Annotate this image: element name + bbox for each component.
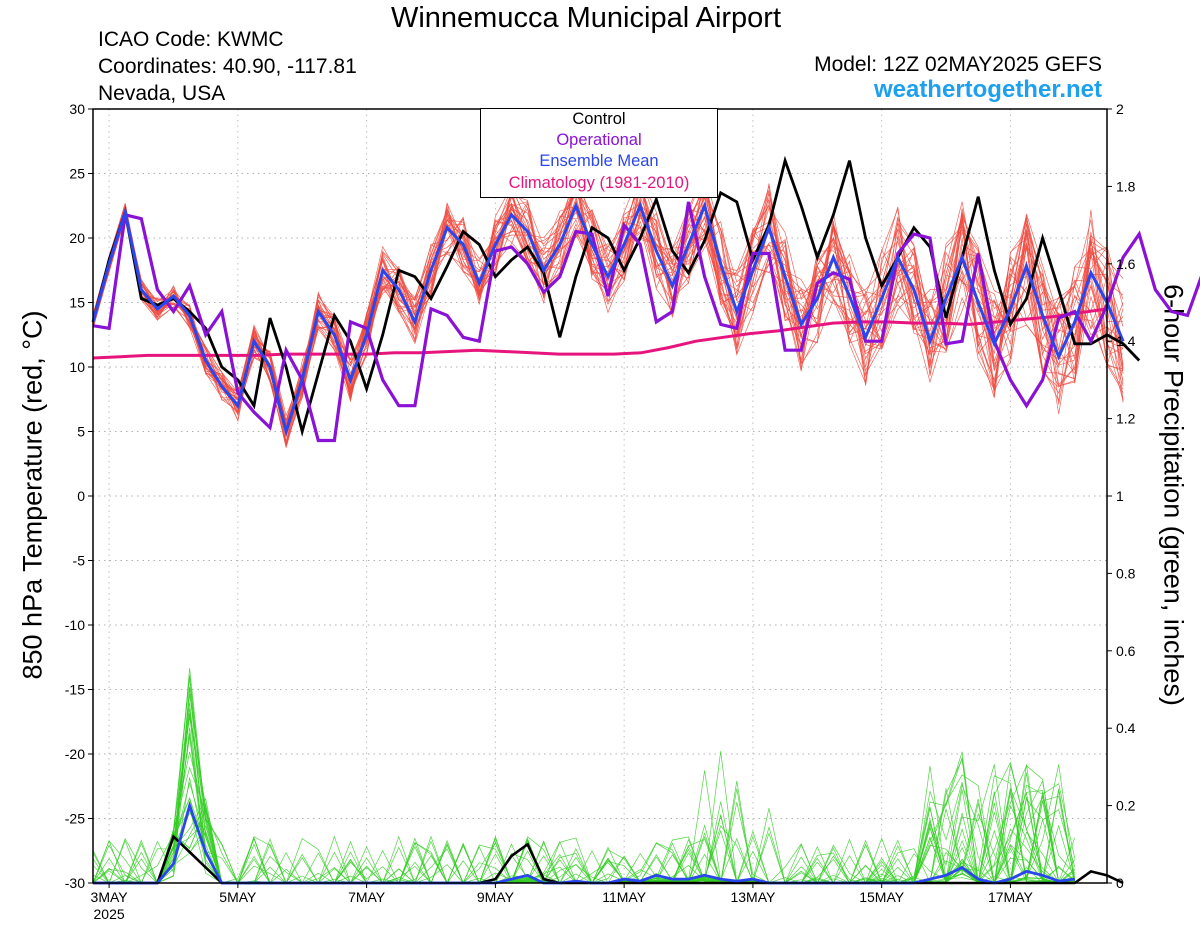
website-link[interactable]: weathertogether.net: [873, 76, 1102, 103]
legend-control: Control: [572, 110, 626, 128]
coordinates: Coordinates: 40.90, -117.81: [98, 55, 357, 78]
x-tick-label: 9MAY: [477, 889, 515, 905]
precipitation-member-line: [93, 716, 1075, 884]
y-tick-label-right: 0.4: [1116, 720, 1136, 736]
y-tick-label-left: -10: [65, 617, 85, 633]
model-run: Model: 12Z 02MAY2025 GEFS: [814, 53, 1102, 76]
y-tick-label-right: 1.2: [1116, 411, 1136, 427]
y-tick-label-left: 25: [69, 166, 85, 182]
precipitation-member-line: [92, 713, 1076, 884]
x-tick-label: 13MAY: [730, 889, 776, 905]
precipitation-member-line: [93, 702, 1075, 884]
operational-temperature-line: [92, 201, 1200, 443]
y-tick-label-left: 30: [69, 101, 85, 117]
chart-title: Winnemucca Municipal Airport: [390, 2, 782, 34]
legend-operational: Operational: [556, 131, 642, 150]
axes: 302520151050-5-10-15-20-25-3021.81.61.41…: [65, 101, 1136, 922]
x-tick-label: 17MAY: [988, 889, 1034, 905]
y-tick-label-right: 2: [1116, 101, 1124, 117]
icao-code: ICAO Code: KWMC: [98, 28, 284, 51]
precipitation-member-line: [93, 693, 1075, 884]
y-tick-label-left: 10: [69, 359, 85, 375]
y-tick-label-right: 0.2: [1116, 798, 1136, 814]
y-tick-label-left: -5: [73, 553, 86, 569]
y-tick-label-right: 0.8: [1116, 565, 1136, 581]
climatology-line: [92, 307, 1108, 360]
temperature-member-line: [92, 194, 1124, 421]
temperature-member-line: [92, 190, 1124, 445]
y-tick-label-left: 20: [69, 230, 85, 246]
y-tick-label-right: 0.6: [1116, 643, 1136, 659]
x-tick-label: 3MAY: [91, 889, 129, 905]
legend-ensemble-mean: Ensemble Mean: [539, 152, 659, 171]
location: Nevada, USA: [98, 82, 226, 105]
y-tick-label-left: -30: [65, 875, 85, 891]
x-tick-label: 7MAY: [348, 889, 386, 905]
legend-climatology: Climatology (1981-2010): [508, 173, 690, 192]
main-series: [91, 155, 1200, 885]
precipitation-member-line: [93, 708, 1075, 884]
x-tick-label: 5MAY: [219, 889, 257, 905]
temperature-member-line: [92, 208, 1124, 445]
y-tick-label-left: -25: [65, 811, 85, 827]
ensemble-mean-temperature-line: [91, 201, 1125, 438]
y-tick-label-right: 1.4: [1116, 333, 1136, 349]
y-tick-label-right: 1: [1116, 488, 1124, 504]
legend: Control Operational Ensemble Mean Climat…: [480, 108, 718, 198]
y-tick-label-right: 0: [1116, 875, 1124, 891]
x-tick-label: 15MAY: [859, 889, 905, 905]
y-tick-label-left: 15: [69, 295, 85, 311]
x-tick-year: 2025: [94, 906, 125, 922]
y-tick-label-left: -15: [65, 682, 85, 698]
y-tick-label-right: 1.8: [1116, 178, 1136, 194]
y-tick-label-right: 1.6: [1116, 256, 1136, 272]
y-tick-label-left: 0: [77, 488, 85, 504]
x-tick-label: 11MAY: [602, 889, 646, 905]
precipitation-member-line: [93, 713, 1075, 884]
y-tick-label-left: -20: [65, 746, 85, 762]
grid-lines: [93, 109, 1107, 883]
y-tick-label-left: 5: [77, 424, 85, 440]
